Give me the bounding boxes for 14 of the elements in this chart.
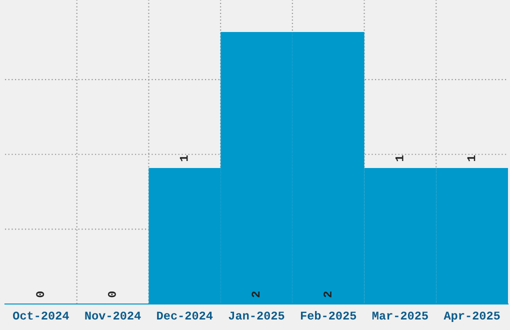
x-tick-label: Apr-2025: [444, 312, 500, 322]
data-label: 1: [180, 155, 188, 162]
x-tick-label: Nov-2024: [85, 312, 141, 320]
x-tick-label: Feb-2025: [300, 310, 356, 320]
x-tick-label: Dec-2024: [157, 312, 213, 320]
data-label: 1: [467, 155, 476, 162]
data-label: 1: [395, 155, 404, 162]
x-tick-label: Jan-2025: [228, 312, 284, 320]
data-label: 0: [108, 292, 116, 298]
data-label: 2: [252, 292, 260, 298]
x-tick-label: Mar-2025: [372, 312, 428, 320]
data-label: 0: [36, 292, 44, 298]
data-label: 2: [324, 292, 332, 298]
x-tick-label: Oct-2024: [13, 312, 69, 320]
